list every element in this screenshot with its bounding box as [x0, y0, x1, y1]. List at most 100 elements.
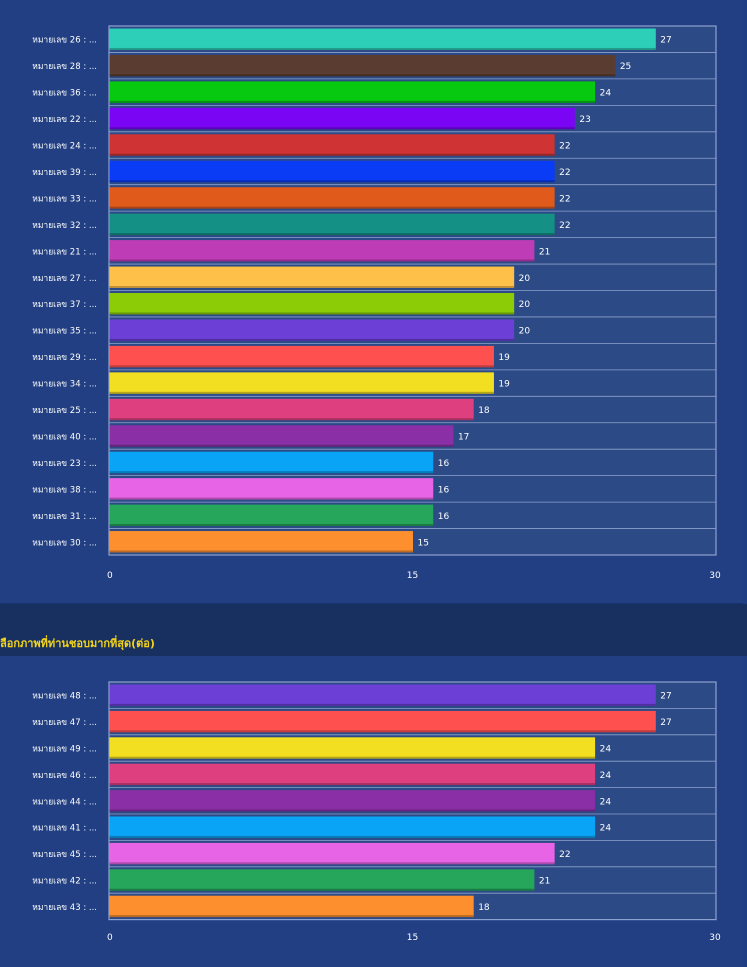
- bar[interactable]: [109, 398, 474, 421]
- category-label: หมายเลข 28 : ...: [32, 62, 97, 72]
- bar-shadow: [109, 365, 494, 368]
- bar[interactable]: [109, 345, 494, 368]
- value-label: 20: [519, 274, 531, 284]
- category-label: หมายเลข 41 : ...: [32, 824, 97, 834]
- x-tick-label: 30: [709, 571, 721, 581]
- category-label: หมายเลข 27 : ...: [32, 274, 97, 284]
- category-label: หมายเลข 44 : ...: [32, 797, 97, 807]
- bar-shadow: [109, 391, 494, 394]
- bar-shadow: [109, 783, 596, 786]
- x-tick-label: 0: [107, 571, 113, 581]
- category-label: หมายเลข 35 : ...: [32, 327, 97, 337]
- category-label: หมายเลข 49 : ...: [32, 745, 97, 755]
- bar[interactable]: [109, 684, 656, 706]
- bar[interactable]: [109, 710, 656, 733]
- bar[interactable]: [109, 737, 596, 759]
- bar-shadow: [109, 74, 616, 77]
- bar[interactable]: [109, 763, 596, 786]
- value-label: 19: [498, 353, 510, 363]
- value-label: 23: [579, 115, 590, 125]
- bar[interactable]: [109, 293, 515, 315]
- value-label: 25: [620, 62, 631, 72]
- chart-panel-1: 27 หมายเลข 26 : ... 25 หมายเลข 28 : ... 24 หม…: [0, 25, 743, 604]
- bar-shadow: [109, 286, 515, 288]
- value-label: 22: [559, 194, 570, 204]
- value-label: 27: [660, 692, 671, 702]
- value-label: 24: [600, 824, 612, 834]
- bar-shadow: [109, 809, 596, 812]
- x-tick-label: 15: [407, 933, 418, 943]
- value-label: 27: [660, 36, 671, 46]
- bar-shadow: [109, 915, 474, 918]
- bar-shadow: [109, 730, 656, 733]
- bar-shadow: [109, 153, 555, 156]
- bar[interactable]: [109, 372, 494, 394]
- value-label: 18: [478, 903, 490, 913]
- value-label: 22: [559, 850, 570, 860]
- bar[interactable]: [109, 319, 515, 341]
- bar-shadow: [109, 100, 596, 103]
- bar[interactable]: [109, 28, 656, 50]
- bar[interactable]: [109, 266, 515, 288]
- section-header: ลือกภาพที่ท่านชอบมากที่สุด(ต่อ): [0, 604, 747, 656]
- bar-shadow: [109, 206, 555, 209]
- category-label: หมายเลข 48 : ...: [32, 692, 97, 702]
- bar-shadow: [109, 444, 454, 447]
- category-label: หมายเลข 37 : ...: [32, 300, 97, 310]
- category-label: หมายเลข 25 : ...: [32, 406, 97, 416]
- value-label: 22: [559, 221, 570, 231]
- value-label: 20: [519, 300, 531, 310]
- category-label: หมายเลข 32 : ...: [32, 221, 97, 231]
- bar-shadow: [109, 862, 555, 865]
- value-label: 18: [478, 406, 490, 416]
- value-label: 24: [600, 89, 612, 99]
- bar-shadow: [109, 312, 515, 315]
- category-label: หมายเลข 29 : ...: [32, 353, 97, 363]
- category-label: หมายเลข 23 : ...: [32, 459, 97, 469]
- value-label: 19: [498, 380, 510, 390]
- bar[interactable]: [109, 187, 555, 209]
- bar-shadow: [109, 524, 434, 527]
- bar[interactable]: [109, 895, 474, 918]
- bar[interactable]: [109, 160, 555, 183]
- bar[interactable]: [109, 478, 434, 500]
- bar[interactable]: [109, 107, 575, 130]
- category-label: หมายเลข 43 : ...: [32, 903, 97, 913]
- bar[interactable]: [109, 790, 596, 812]
- value-label: 21: [539, 877, 550, 887]
- value-label: 27: [660, 718, 671, 728]
- bar[interactable]: [109, 240, 535, 262]
- bar[interactable]: [109, 425, 454, 447]
- category-label: หมายเลข 31 : ...: [32, 512, 97, 522]
- bar-shadow: [109, 550, 413, 553]
- value-label: 24: [600, 797, 612, 807]
- bar-shadow: [109, 471, 434, 474]
- value-label: 20: [519, 327, 531, 337]
- bar-shadow: [109, 259, 535, 262]
- bar-shadow: [109, 127, 575, 130]
- value-label: 21: [539, 247, 550, 257]
- category-label: หมายเลข 45 : ...: [32, 850, 97, 860]
- bar-shadow: [109, 47, 656, 50]
- bar[interactable]: [109, 504, 434, 527]
- bar[interactable]: [109, 816, 596, 838]
- value-label: 16: [438, 512, 450, 522]
- bar-shadow: [109, 835, 596, 838]
- x-tick-label: 0: [107, 933, 113, 943]
- chart-panel-2: 27 หมายเลข 48 : ... 27 หมายเลข 47 : ... 24 หม…: [0, 656, 743, 967]
- bar[interactable]: [109, 54, 616, 77]
- value-label: 16: [438, 485, 450, 495]
- bar[interactable]: [109, 213, 555, 236]
- bar[interactable]: [109, 451, 434, 474]
- bar-shadow: [109, 338, 515, 341]
- bar-shadow: [109, 703, 656, 706]
- value-label: 15: [418, 538, 429, 548]
- value-label: 24: [600, 745, 612, 755]
- bar[interactable]: [109, 842, 555, 865]
- bar-chart-2: 27 หมายเลข 48 : ... 27 หมายเลข 47 : ... 24 หม…: [32, 681, 721, 943]
- value-label: 24: [600, 771, 612, 781]
- bar[interactable]: [109, 134, 555, 156]
- bar[interactable]: [109, 531, 414, 553]
- bar[interactable]: [109, 81, 596, 103]
- bar[interactable]: [109, 869, 535, 891]
